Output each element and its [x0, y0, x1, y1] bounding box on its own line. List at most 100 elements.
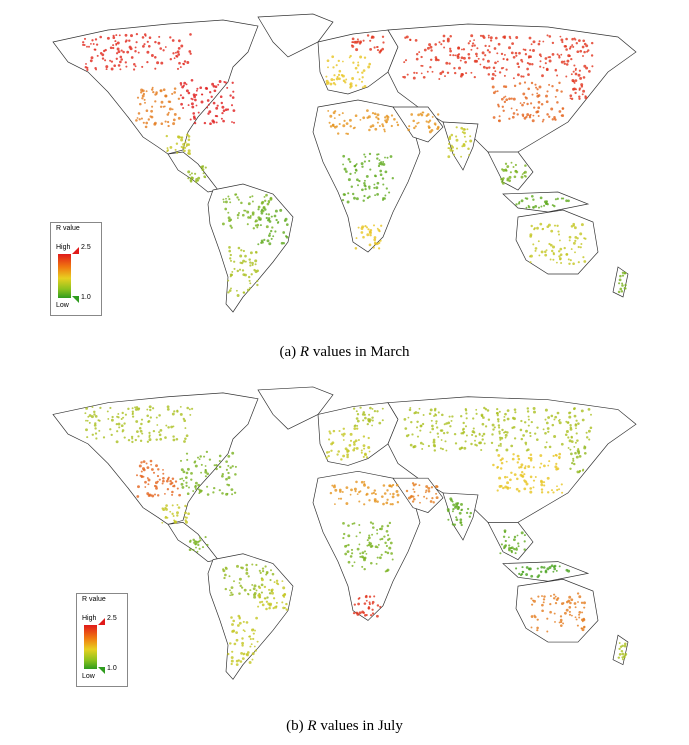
- city-point: [370, 544, 374, 548]
- city-point: [512, 55, 516, 59]
- city-point: [366, 486, 370, 489]
- city-point: [460, 56, 464, 60]
- city-point: [568, 415, 572, 419]
- city-point: [244, 260, 247, 263]
- caption-prefix: (b): [286, 718, 308, 734]
- city-point: [523, 487, 527, 491]
- city-point: [522, 75, 525, 78]
- city-point: [151, 86, 154, 89]
- city-point: [141, 94, 145, 98]
- city-point: [484, 408, 488, 411]
- city-point: [152, 429, 156, 433]
- city-point: [481, 434, 484, 438]
- city-point: [544, 57, 548, 60]
- city-point: [361, 565, 364, 568]
- map-panel-july: R value High 2.5 1.0 Low: [48, 385, 638, 697]
- city-point: [544, 431, 547, 435]
- city-point: [383, 197, 386, 200]
- city-point: [590, 413, 592, 416]
- city-point: [239, 254, 243, 258]
- city-point: [512, 97, 516, 101]
- city-point: [435, 422, 438, 425]
- city-point: [408, 408, 412, 412]
- city-point: [171, 504, 174, 507]
- city-point: [375, 116, 378, 119]
- city-point: [540, 479, 543, 483]
- city-point: [529, 487, 533, 490]
- city-point: [549, 258, 552, 261]
- city-point: [115, 57, 118, 60]
- city-point: [180, 482, 184, 486]
- city-point: [365, 456, 369, 459]
- city-point: [236, 217, 239, 219]
- city-point: [352, 440, 356, 444]
- city-point: [257, 605, 260, 608]
- city-point: [351, 37, 355, 41]
- city-point: [342, 163, 345, 166]
- city-point: [475, 412, 478, 415]
- region-usa-west: [136, 459, 181, 498]
- city-point: [327, 109, 330, 112]
- city-point: [167, 124, 170, 128]
- city-point: [240, 201, 243, 205]
- city-point: [387, 534, 390, 537]
- city-point: [376, 113, 380, 117]
- city-point: [224, 573, 227, 577]
- city-point: [285, 602, 288, 606]
- city-point: [353, 487, 357, 491]
- city-point: [521, 173, 524, 176]
- city-point: [233, 642, 237, 646]
- city-point: [285, 223, 289, 226]
- city-point: [529, 457, 533, 460]
- city-point: [582, 39, 586, 43]
- city-point: [248, 635, 252, 638]
- city-point: [377, 117, 380, 121]
- city-point: [440, 43, 443, 46]
- city-point: [229, 224, 232, 228]
- city-point: [567, 447, 570, 449]
- city-point: [338, 429, 341, 433]
- city-point: [346, 550, 350, 553]
- city-point: [131, 410, 134, 413]
- city-point: [266, 239, 270, 243]
- city-point: [498, 485, 502, 488]
- region-mexico: [165, 133, 191, 156]
- city-point: [383, 535, 386, 538]
- city-point: [582, 256, 585, 259]
- city-point: [571, 79, 575, 82]
- city-point: [371, 600, 375, 604]
- city-point: [530, 102, 533, 105]
- city-point: [367, 606, 371, 610]
- city-point: [518, 466, 521, 469]
- city-point: [99, 406, 102, 409]
- city-point: [454, 442, 458, 445]
- city-point: [475, 408, 478, 411]
- city-point: [231, 593, 234, 596]
- city-point: [382, 484, 386, 487]
- city-point: [414, 483, 417, 486]
- city-point: [353, 522, 356, 525]
- city-point: [523, 101, 526, 104]
- city-point: [129, 47, 133, 51]
- city-point: [570, 436, 573, 439]
- city-point: [552, 570, 555, 573]
- city-point: [504, 539, 507, 543]
- city-point: [493, 47, 497, 50]
- city-point: [246, 288, 250, 292]
- city-point: [118, 34, 121, 37]
- city-point: [500, 543, 503, 546]
- city-point: [86, 68, 89, 72]
- city-point: [460, 508, 464, 511]
- city-point: [407, 496, 411, 500]
- city-point: [518, 200, 521, 203]
- city-point: [172, 485, 175, 488]
- city-point: [96, 54, 99, 57]
- city-point: [371, 424, 374, 427]
- city-point: [565, 253, 569, 256]
- city-point: [251, 652, 255, 656]
- city-point: [193, 541, 195, 544]
- city-point: [544, 446, 547, 449]
- city-point: [580, 409, 584, 413]
- city-point: [188, 486, 190, 489]
- city-point: [112, 44, 115, 47]
